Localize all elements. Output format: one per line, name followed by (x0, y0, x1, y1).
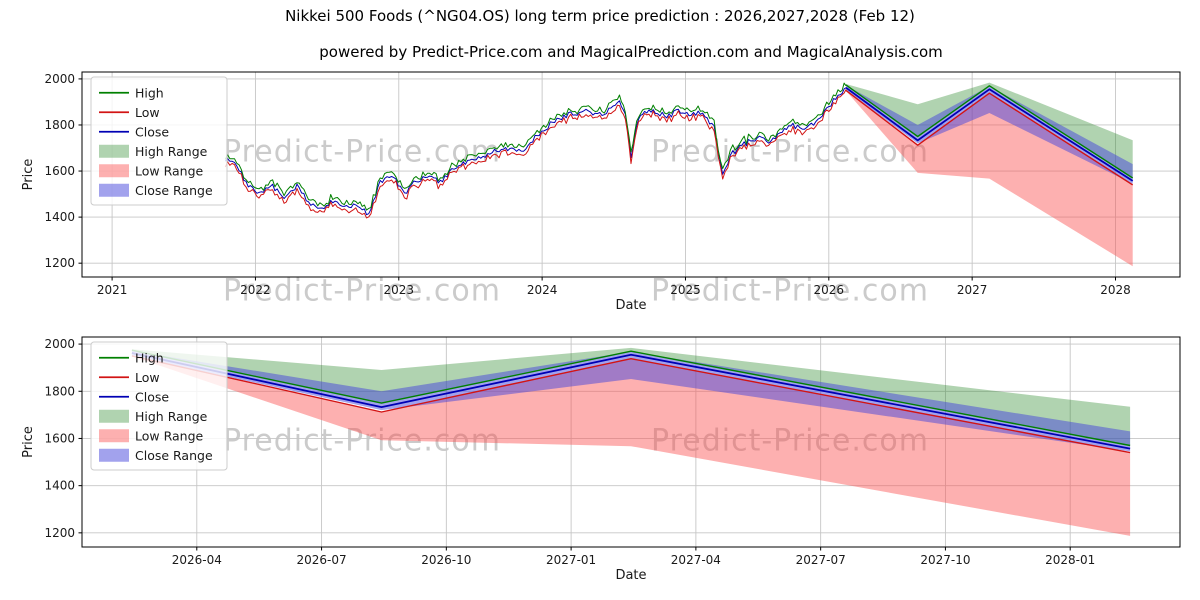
svg-text:High Range: High Range (135, 409, 208, 424)
svg-text:2027-10: 2027-10 (920, 553, 970, 567)
watermark-text: Predict-Price.com (223, 273, 501, 309)
svg-text:2027-04: 2027-04 (671, 553, 721, 567)
svg-text:Close: Close (135, 389, 169, 404)
svg-text:Close Range: Close Range (135, 183, 213, 198)
watermark-text: Predict-Price.com (223, 423, 501, 459)
watermark-text: Predict-Price.com (651, 273, 929, 309)
svg-text:1400: 1400 (44, 479, 75, 493)
svg-text:Low: Low (135, 370, 160, 385)
svg-text:Date: Date (615, 568, 646, 583)
svg-text:High: High (135, 350, 164, 365)
svg-text:High: High (135, 85, 164, 100)
svg-text:2000: 2000 (44, 337, 75, 351)
svg-text:2024: 2024 (527, 283, 558, 297)
svg-text:2027-07: 2027-07 (796, 553, 846, 567)
svg-text:Price: Price (21, 159, 36, 191)
svg-text:Low Range: Low Range (135, 163, 204, 178)
watermark-text: Predict-Price.com (651, 134, 929, 170)
svg-text:2023: 2023 (384, 283, 415, 297)
svg-text:1200: 1200 (44, 526, 75, 540)
svg-text:1600: 1600 (44, 164, 75, 178)
prediction-detail-chart: 1200 1400 1600 1800 2000 2026-04 2026-07 2026-1… (21, 336, 1181, 583)
figure-title: Nikkei 500 Foods (^NG04.OS) long term pr… (285, 7, 915, 25)
svg-text:Close Range: Close Range (135, 448, 213, 463)
svg-text:2022: 2022 (240, 283, 271, 297)
svg-text:2027: 2027 (957, 283, 988, 297)
price-history-chart: 1200 1400 1600 1800 2000 2021 2022 2023 2024 2025… (21, 71, 1181, 313)
watermark-text: Predict-Price.com (223, 134, 501, 170)
svg-text:2025: 2025 (670, 283, 701, 297)
svg-text:1200: 1200 (44, 256, 75, 270)
svg-text:Price: Price (21, 426, 36, 458)
figure-subtitle: powered by Predict-Price.com and Magical… (319, 43, 943, 61)
svg-text:2021: 2021 (97, 283, 128, 297)
watermark-text: Predict-Price.com (651, 424, 929, 459)
svg-text:High Range: High Range (135, 144, 208, 159)
svg-text:1600: 1600 (44, 431, 75, 445)
svg-text:1800: 1800 (44, 384, 75, 398)
svg-text:2028-01: 2028-01 (1045, 553, 1095, 567)
svg-text:2028: 2028 (1100, 283, 1131, 297)
svg-text:Close: Close (135, 124, 169, 139)
svg-text:2026: 2026 (814, 283, 845, 297)
svg-text:1800: 1800 (44, 118, 75, 132)
svg-text:2026-04: 2026-04 (172, 553, 222, 567)
svg-text:Low: Low (135, 105, 160, 120)
svg-text:2026-07: 2026-07 (296, 553, 346, 567)
svg-text:1400: 1400 (44, 210, 75, 224)
svg-text:Date: Date (615, 298, 646, 313)
svg-text:2027-01: 2027-01 (546, 553, 596, 567)
svg-text:2000: 2000 (44, 72, 75, 86)
svg-text:2026-10: 2026-10 (421, 553, 471, 567)
svg-text:Low Range: Low Range (135, 428, 204, 443)
